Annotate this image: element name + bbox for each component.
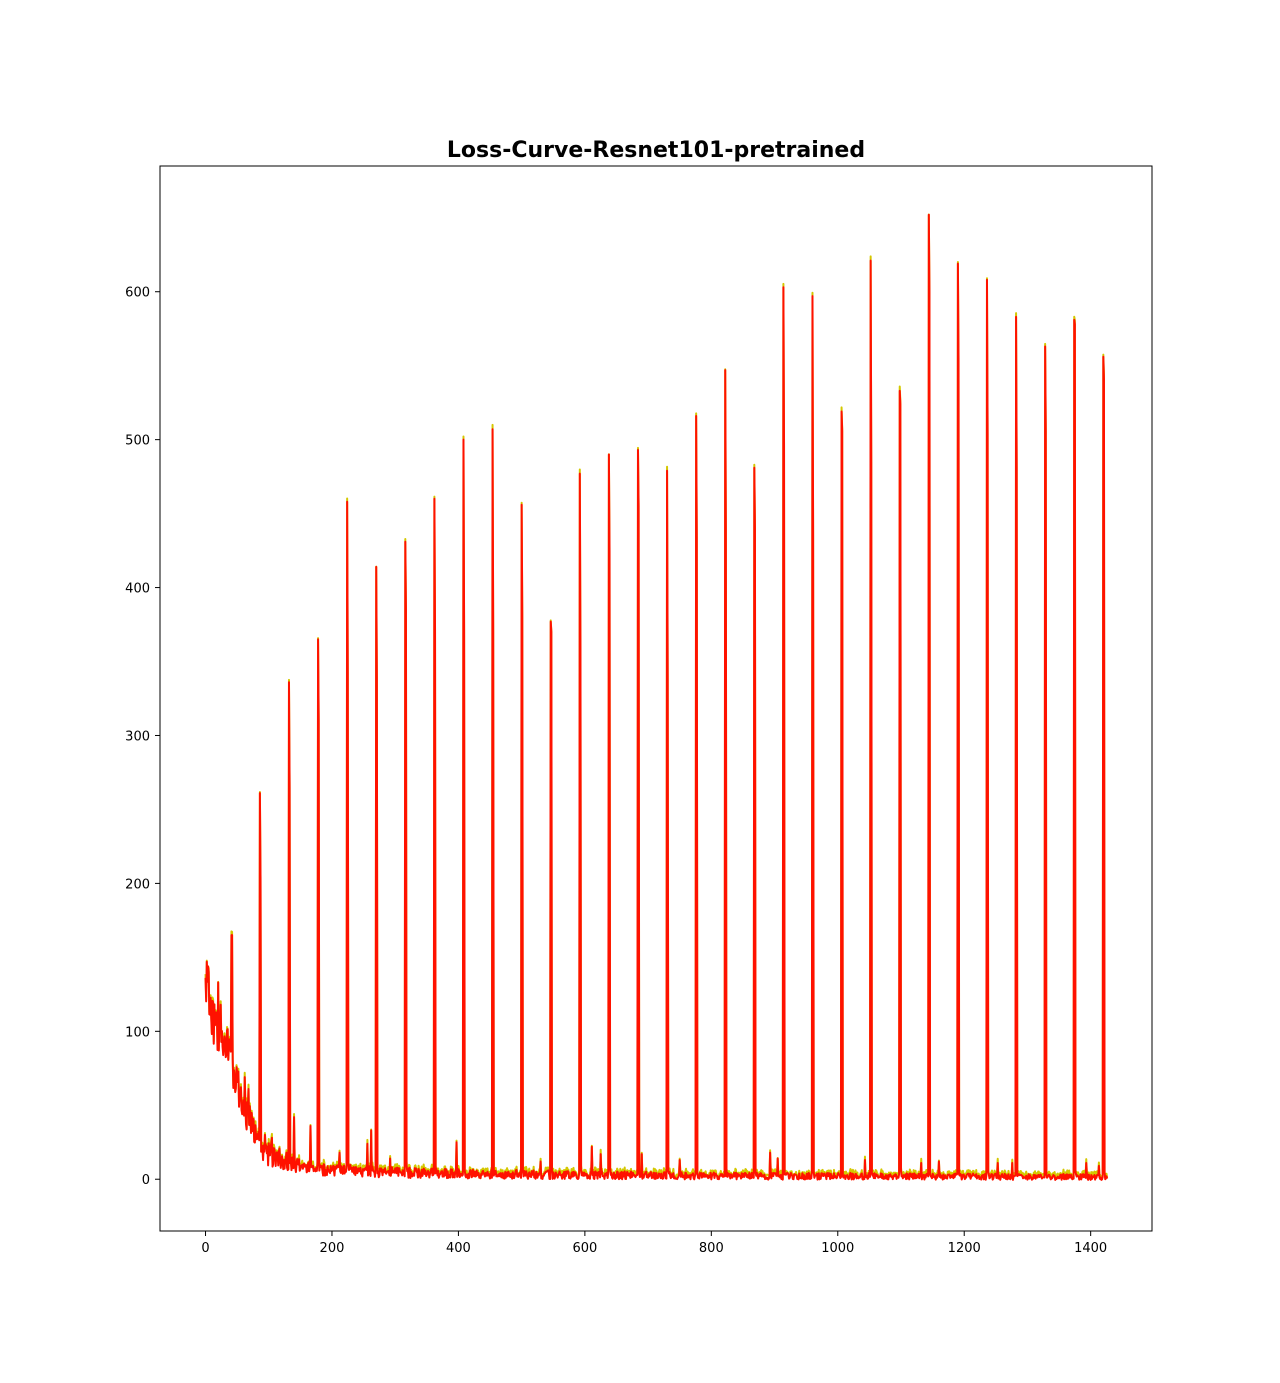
x-axis-ticks: 0 200 400 600 800 1000 1200 1400 [201,1231,1107,1256]
y-tick-label: 300 [125,729,150,744]
series-line-red [204,213,1109,1181]
x-tick-label: 400 [446,1241,471,1256]
x-tick-label: 0 [201,1241,209,1256]
x-tick-label: 200 [320,1241,345,1256]
series-line-yellow [204,213,1109,1181]
plot-series [204,213,1109,1181]
y-tick-label: 200 [125,877,150,892]
y-tick-label: 0 [142,1173,150,1188]
x-tick-label: 600 [572,1241,597,1256]
chart-title: Loss-Curve-Resnet101-pretrained [447,138,865,163]
plot-area-frame [159,165,1153,1232]
y-axis-ticks: 0 100 200 300 400 500 600 [125,286,160,1188]
x-tick-label: 1400 [1074,1241,1107,1256]
y-tick-label: 600 [125,286,150,301]
y-tick-label: 400 [125,582,150,597]
x-tick-label: 1000 [821,1241,854,1256]
y-tick-label: 100 [125,1025,150,1040]
x-tick-label: 800 [699,1241,724,1256]
y-tick-label: 500 [125,434,150,449]
x-tick-label: 1200 [948,1241,981,1256]
